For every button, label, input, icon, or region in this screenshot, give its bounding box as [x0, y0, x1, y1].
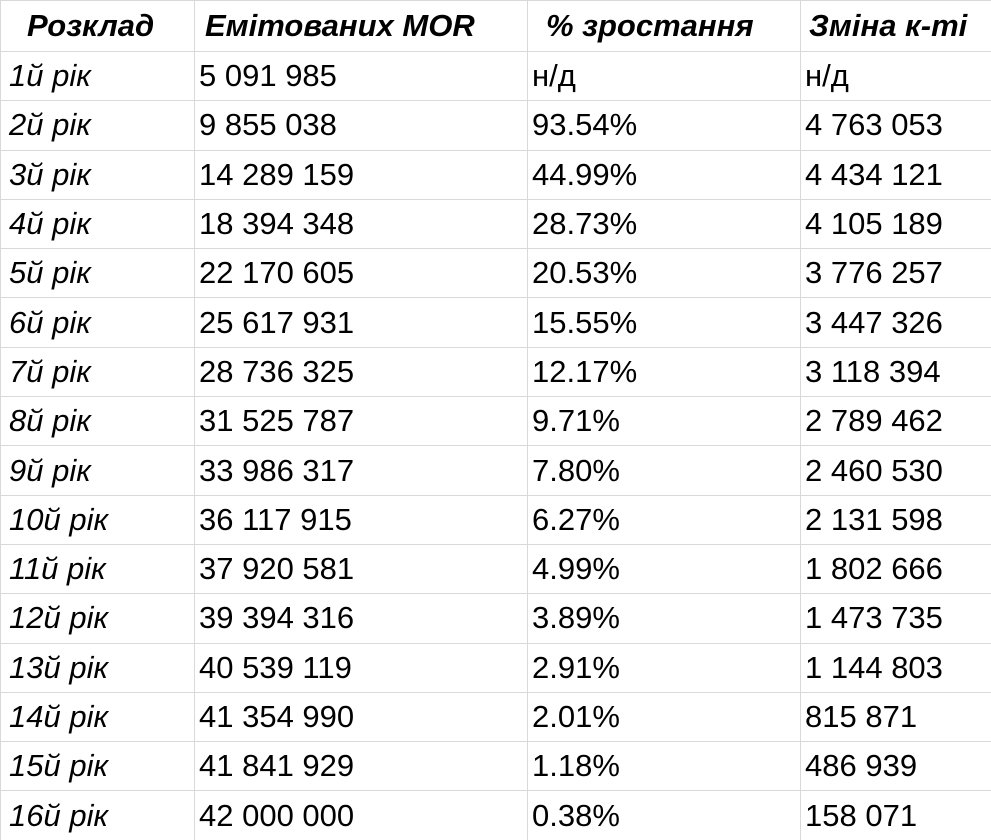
- cell-change[interactable]: 4 763 053: [800, 100, 991, 151]
- cell-change[interactable]: 3 118 394: [800, 346, 991, 398]
- cell-growth[interactable]: 2.01%: [527, 691, 801, 743]
- cell-change[interactable]: 158 071: [800, 790, 991, 840]
- table-row: 11й рік 37 920 581 4.99% 1 802 666: [0, 543, 991, 595]
- cell-emitted[interactable]: 39 394 316: [194, 593, 528, 644]
- cell-growth[interactable]: 9.71%: [527, 396, 801, 447]
- cell-growth[interactable]: 20.53%: [527, 248, 801, 299]
- table-row: 15й рік 41 841 929 1.18% 486 939: [0, 741, 991, 792]
- cell-year[interactable]: 5й рік: [0, 248, 195, 299]
- table-row: 4й рік 18 394 348 28.73% 4 105 189: [0, 198, 991, 250]
- cell-change[interactable]: 1 802 666: [800, 543, 991, 595]
- cell-emitted[interactable]: 40 539 119: [194, 642, 528, 693]
- cell-change[interactable]: 3 776 257: [800, 248, 991, 299]
- cell-growth[interactable]: 4.99%: [527, 543, 801, 595]
- table-row: 6й рік 25 617 931 15.55% 3 447 326: [0, 297, 991, 348]
- cell-year[interactable]: 15й рік: [0, 741, 195, 792]
- table-row: 16й рік 42 000 000 0.38% 158 071: [0, 790, 991, 840]
- header-growth-percent[interactable]: % зростання: [527, 0, 801, 52]
- cell-growth[interactable]: 6.27%: [527, 494, 801, 545]
- cell-growth[interactable]: 93.54%: [527, 100, 801, 151]
- table-row: 14й рік 41 354 990 2.01% 815 871: [0, 691, 991, 743]
- cell-year[interactable]: 9й рік: [0, 445, 195, 496]
- cell-emitted[interactable]: 42 000 000: [194, 790, 528, 840]
- table-row: 13й рік 40 539 119 2.91% 1 144 803: [0, 642, 991, 693]
- table-row: 2й рік 9 855 038 93.54% 4 763 053: [0, 100, 991, 151]
- cell-emitted[interactable]: 41 841 929: [194, 741, 528, 792]
- table-row: 7й рік 28 736 325 12.17% 3 118 394: [0, 346, 991, 398]
- cell-emitted[interactable]: 37 920 581: [194, 543, 528, 595]
- cell-emitted[interactable]: 14 289 159: [194, 149, 528, 200]
- cell-growth[interactable]: 3.89%: [527, 593, 801, 644]
- cell-growth[interactable]: 7.80%: [527, 445, 801, 496]
- cell-year[interactable]: 12й рік: [0, 593, 195, 644]
- cell-change[interactable]: 2 131 598: [800, 494, 991, 545]
- cell-change[interactable]: 3 447 326: [800, 297, 991, 348]
- cell-emitted[interactable]: 22 170 605: [194, 248, 528, 299]
- cell-emitted[interactable]: 33 986 317: [194, 445, 528, 496]
- table-row: 9й рік 33 986 317 7.80% 2 460 530: [0, 445, 991, 496]
- cell-year[interactable]: 2й рік: [0, 100, 195, 151]
- cell-growth[interactable]: 1.18%: [527, 741, 801, 792]
- header-row: Розклад Емітованих MOR % зростання Зміна…: [0, 0, 991, 52]
- cell-change[interactable]: 2 460 530: [800, 445, 991, 496]
- cell-year[interactable]: 11й рік: [0, 543, 195, 595]
- cell-year[interactable]: 14й рік: [0, 691, 195, 743]
- header-quantity-change[interactable]: Зміна к-ті: [800, 0, 991, 52]
- cell-change[interactable]: 815 871: [800, 691, 991, 743]
- cell-growth[interactable]: 0.38%: [527, 790, 801, 840]
- cell-change[interactable]: 1 473 735: [800, 593, 991, 644]
- cell-growth[interactable]: 2.91%: [527, 642, 801, 693]
- cell-emitted[interactable]: 18 394 348: [194, 198, 528, 250]
- cell-year[interactable]: 1й рік: [0, 50, 195, 102]
- cell-year[interactable]: 6й рік: [0, 297, 195, 348]
- cell-change[interactable]: 486 939: [800, 741, 991, 792]
- table-row: 8й рік 31 525 787 9.71% 2 789 462: [0, 396, 991, 447]
- header-emitted-mor[interactable]: Емітованих MOR: [194, 0, 528, 52]
- cell-change[interactable]: н/д: [800, 50, 991, 102]
- cell-change[interactable]: 4 434 121: [800, 149, 991, 200]
- header-schedule[interactable]: Розклад: [0, 0, 195, 52]
- cell-change[interactable]: 4 105 189: [800, 198, 991, 250]
- cell-growth[interactable]: н/д: [527, 50, 801, 102]
- cell-growth[interactable]: 44.99%: [527, 149, 801, 200]
- cell-emitted[interactable]: 31 525 787: [194, 396, 528, 447]
- cell-emitted[interactable]: 9 855 038: [194, 100, 528, 151]
- cell-year[interactable]: 16й рік: [0, 790, 195, 840]
- table-row: 3й рік 14 289 159 44.99% 4 434 121: [0, 149, 991, 200]
- cell-growth[interactable]: 15.55%: [527, 297, 801, 348]
- cell-emitted[interactable]: 25 617 931: [194, 297, 528, 348]
- table-row: 5й рік 22 170 605 20.53% 3 776 257: [0, 248, 991, 299]
- cell-emitted[interactable]: 41 354 990: [194, 691, 528, 743]
- table-row: 10й рік 36 117 915 6.27% 2 131 598: [0, 494, 991, 545]
- table-row: 1й рік 5 091 985 н/д н/д: [0, 50, 991, 102]
- cell-growth[interactable]: 12.17%: [527, 346, 801, 398]
- cell-change[interactable]: 2 789 462: [800, 396, 991, 447]
- cell-emitted[interactable]: 28 736 325: [194, 346, 528, 398]
- table-row: 12й рік 39 394 316 3.89% 1 473 735: [0, 593, 991, 644]
- cell-year[interactable]: 7й рік: [0, 346, 195, 398]
- cell-change[interactable]: 1 144 803: [800, 642, 991, 693]
- cell-year[interactable]: 8й рік: [0, 396, 195, 447]
- cell-year[interactable]: 4й рік: [0, 198, 195, 250]
- cell-emitted[interactable]: 36 117 915: [194, 494, 528, 545]
- cell-year[interactable]: 3й рік: [0, 149, 195, 200]
- cell-growth[interactable]: 28.73%: [527, 198, 801, 250]
- cell-emitted[interactable]: 5 091 985: [194, 50, 528, 102]
- cell-year[interactable]: 10й рік: [0, 494, 195, 545]
- cell-year[interactable]: 13й рік: [0, 642, 195, 693]
